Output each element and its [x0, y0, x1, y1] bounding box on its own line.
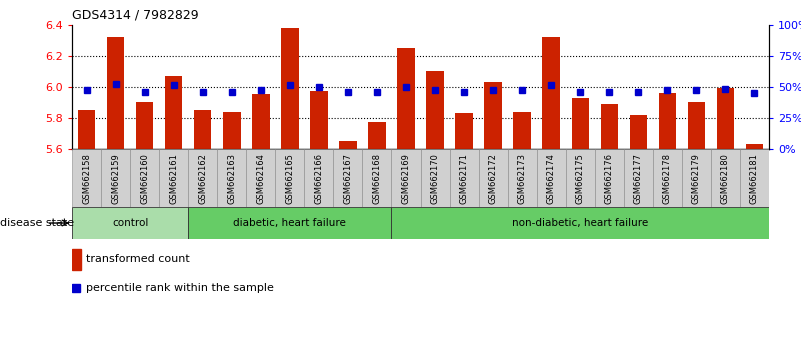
- FancyBboxPatch shape: [392, 207, 769, 239]
- Text: GSM662165: GSM662165: [285, 153, 294, 204]
- Bar: [72, 249, 81, 270]
- Text: GSM662168: GSM662168: [372, 153, 381, 204]
- Text: GSM662170: GSM662170: [431, 153, 440, 204]
- Text: GSM662167: GSM662167: [344, 153, 352, 204]
- FancyBboxPatch shape: [594, 149, 624, 207]
- Bar: [78, 110, 95, 149]
- Bar: [485, 82, 501, 149]
- Bar: [223, 112, 240, 149]
- Text: GSM662176: GSM662176: [605, 153, 614, 204]
- FancyBboxPatch shape: [188, 207, 392, 239]
- Text: GSM662159: GSM662159: [111, 153, 120, 204]
- Text: GSM662174: GSM662174: [547, 153, 556, 204]
- Text: disease state: disease state: [0, 218, 74, 228]
- FancyBboxPatch shape: [276, 149, 304, 207]
- FancyBboxPatch shape: [624, 149, 653, 207]
- FancyBboxPatch shape: [188, 149, 217, 207]
- Text: GSM662161: GSM662161: [169, 153, 178, 204]
- FancyBboxPatch shape: [449, 149, 478, 207]
- FancyBboxPatch shape: [159, 149, 188, 207]
- Bar: [165, 76, 183, 149]
- FancyBboxPatch shape: [710, 149, 740, 207]
- Bar: [717, 88, 734, 149]
- FancyBboxPatch shape: [362, 149, 392, 207]
- FancyBboxPatch shape: [72, 149, 101, 207]
- Text: GSM662178: GSM662178: [663, 153, 672, 204]
- FancyBboxPatch shape: [333, 149, 362, 207]
- FancyBboxPatch shape: [130, 149, 159, 207]
- Bar: [658, 93, 676, 149]
- FancyBboxPatch shape: [682, 149, 710, 207]
- Bar: [426, 71, 444, 149]
- Bar: [630, 115, 647, 149]
- Bar: [571, 98, 589, 149]
- Text: GSM662172: GSM662172: [489, 153, 497, 204]
- Bar: [746, 144, 763, 149]
- FancyBboxPatch shape: [566, 149, 594, 207]
- FancyBboxPatch shape: [740, 149, 769, 207]
- FancyBboxPatch shape: [537, 149, 566, 207]
- Text: GSM662158: GSM662158: [83, 153, 91, 204]
- Text: GSM662180: GSM662180: [721, 153, 730, 204]
- Bar: [107, 37, 124, 149]
- Bar: [455, 113, 473, 149]
- FancyBboxPatch shape: [653, 149, 682, 207]
- Text: GSM662179: GSM662179: [692, 153, 701, 204]
- Text: GSM662166: GSM662166: [315, 153, 324, 204]
- Text: GSM662162: GSM662162: [199, 153, 207, 204]
- FancyBboxPatch shape: [392, 149, 421, 207]
- Text: GSM662175: GSM662175: [576, 153, 585, 204]
- Text: transformed count: transformed count: [86, 254, 190, 264]
- Text: GSM662164: GSM662164: [256, 153, 265, 204]
- Bar: [513, 112, 531, 149]
- Text: diabetic, heart failure: diabetic, heart failure: [233, 218, 346, 228]
- FancyBboxPatch shape: [478, 149, 508, 207]
- Bar: [601, 104, 618, 149]
- FancyBboxPatch shape: [217, 149, 247, 207]
- Bar: [136, 102, 153, 149]
- Text: control: control: [112, 218, 148, 228]
- Text: GSM662171: GSM662171: [460, 153, 469, 204]
- Bar: [252, 95, 269, 149]
- FancyBboxPatch shape: [247, 149, 276, 207]
- Text: GSM662169: GSM662169: [401, 153, 410, 204]
- Bar: [397, 48, 415, 149]
- FancyBboxPatch shape: [304, 149, 333, 207]
- Text: GSM662177: GSM662177: [634, 153, 642, 204]
- Bar: [542, 37, 560, 149]
- Text: non-diabetic, heart failure: non-diabetic, heart failure: [512, 218, 648, 228]
- Text: GDS4314 / 7982829: GDS4314 / 7982829: [72, 8, 199, 21]
- Text: GSM662160: GSM662160: [140, 153, 149, 204]
- Text: GSM662163: GSM662163: [227, 153, 236, 204]
- FancyBboxPatch shape: [508, 149, 537, 207]
- Bar: [339, 141, 356, 149]
- Text: percentile rank within the sample: percentile rank within the sample: [86, 282, 274, 293]
- Bar: [281, 28, 299, 149]
- FancyBboxPatch shape: [101, 149, 130, 207]
- FancyBboxPatch shape: [72, 207, 188, 239]
- Bar: [310, 91, 328, 149]
- Text: GSM662181: GSM662181: [750, 153, 759, 204]
- Bar: [687, 102, 705, 149]
- FancyBboxPatch shape: [421, 149, 449, 207]
- Text: GSM662173: GSM662173: [517, 153, 526, 204]
- Bar: [194, 110, 211, 149]
- Bar: [368, 122, 385, 149]
